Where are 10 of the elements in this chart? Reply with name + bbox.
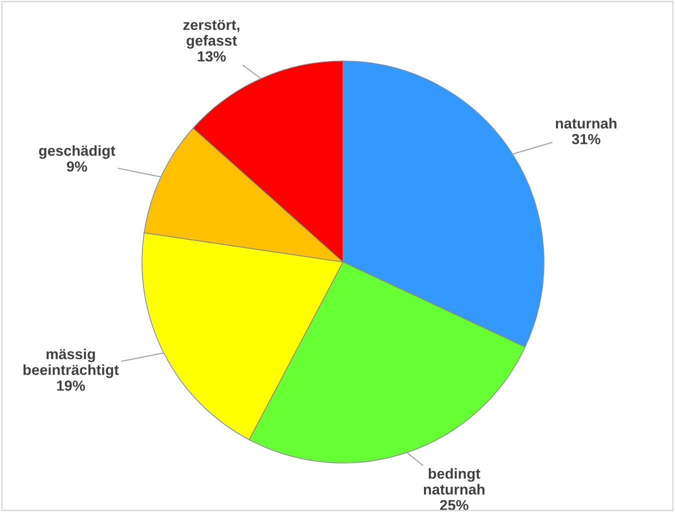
- data-label: 25%: [440, 500, 468, 510]
- slice-label: mässig beeinträchtigt: [24, 348, 119, 378]
- slice-label: naturnah: [556, 118, 616, 129]
- slice-label: zerstört, gefasst: [183, 20, 240, 49]
- slice-label: geschädigt: [39, 145, 116, 159]
- data-label: 19%: [57, 380, 85, 391]
- data-label: 9%: [66, 161, 88, 172]
- slice-label: bedingt naturnah: [424, 468, 484, 495]
- data-label: 13%: [198, 51, 226, 62]
- data-label: 31%: [572, 134, 600, 144]
